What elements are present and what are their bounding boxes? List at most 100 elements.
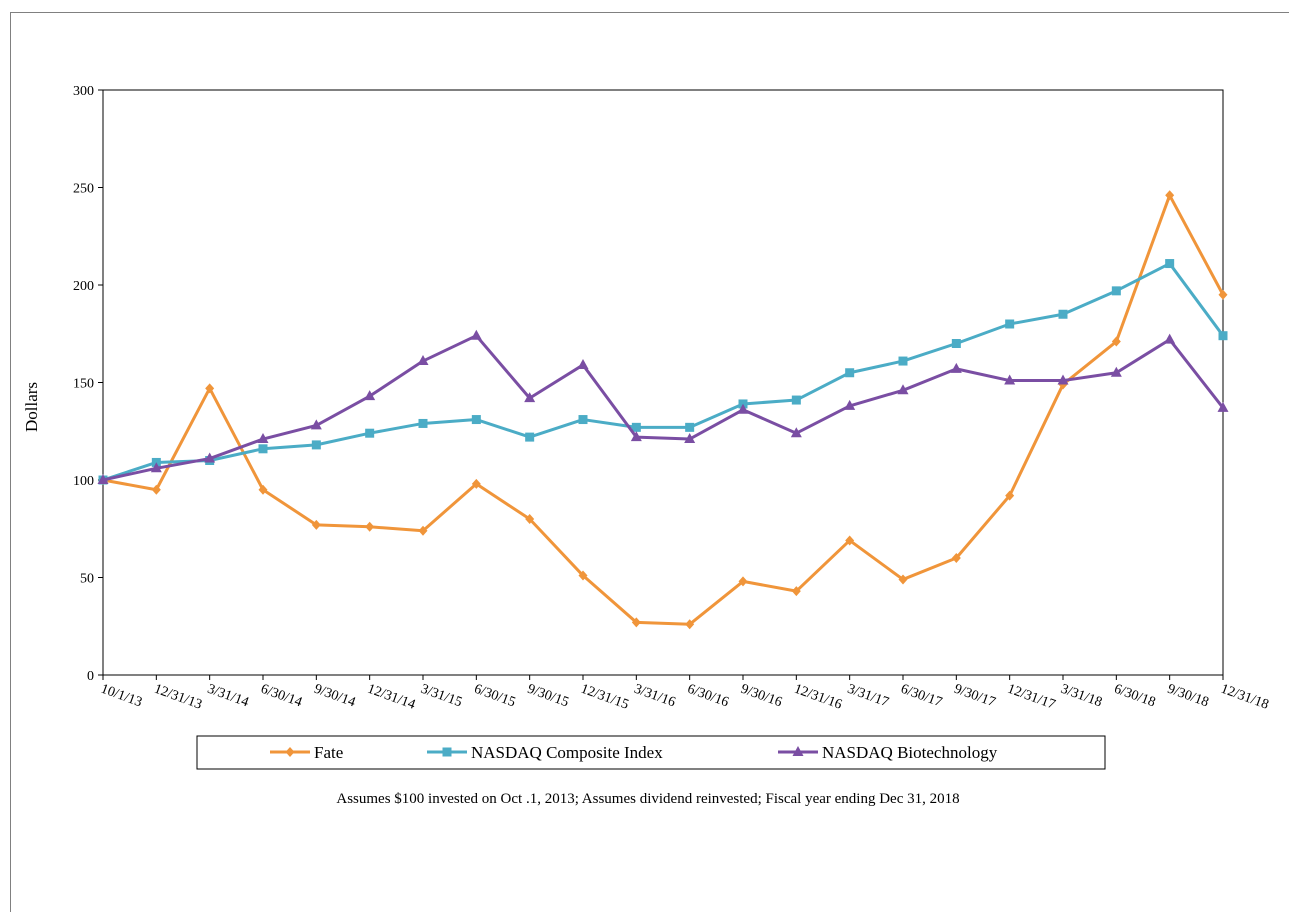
x-tick-label: 12/31/14 — [365, 682, 417, 713]
data-point — [364, 390, 376, 401]
data-point — [951, 339, 961, 348]
legend-item: NASDAQ Composite Index — [427, 743, 663, 762]
data-point — [685, 422, 695, 432]
series-nasdaq-biotechnology — [97, 329, 1229, 484]
data-point — [578, 415, 588, 425]
x-tick-label: 6/30/18 — [1112, 682, 1157, 711]
data-point — [1165, 190, 1175, 201]
x-tick-label: 9/30/15 — [525, 682, 570, 711]
series-line — [102, 262, 1225, 482]
data-point — [845, 535, 855, 546]
data-point — [790, 427, 802, 438]
x-axis: 10/1/13 12/31/13 3/31/14 6/30/14 9/30/14 12/3… — [99, 675, 1271, 713]
x-tick-label: 3/31/17 — [845, 682, 890, 711]
x-tick-label: 3/31/18 — [1059, 682, 1104, 711]
data-point — [470, 329, 482, 340]
data-point — [285, 747, 295, 757]
data-point — [150, 462, 162, 473]
data-point — [418, 525, 428, 536]
data-point — [1111, 336, 1121, 347]
y-tick-label: 300 — [73, 84, 94, 99]
legend: Fate NASDAQ Composite Index NASDAQ Biotech… — [270, 743, 998, 762]
legend-item: NASDAQ Biotechnology — [778, 743, 998, 762]
y-tick-label: 50 — [80, 572, 94, 587]
data-point — [311, 519, 321, 530]
data-point — [204, 452, 216, 463]
data-point — [1165, 259, 1175, 269]
data-point — [685, 619, 695, 630]
data-point — [950, 362, 962, 373]
legend-label: Fate — [314, 743, 343, 762]
data-point — [738, 576, 748, 587]
y-tick-label: 100 — [73, 474, 94, 489]
x-tick-label: 12/31/18 — [1219, 682, 1271, 713]
data-point — [365, 521, 375, 532]
x-tick-label: 6/30/14 — [259, 682, 304, 711]
data-point — [151, 484, 161, 495]
data-point — [792, 746, 804, 756]
data-point — [951, 553, 961, 563]
data-point — [631, 422, 641, 432]
series-line — [102, 334, 1225, 482]
data-point — [1110, 366, 1122, 377]
y-tick-label: 150 — [73, 377, 94, 392]
footnote: Assumes $100 invested on Oct .1, 2013; A… — [336, 791, 959, 807]
y-axis-title: Dollars — [22, 382, 41, 432]
x-tick-label: 9/30/16 — [739, 682, 784, 711]
data-point — [791, 395, 801, 405]
legend-box — [196, 735, 1106, 770]
x-tick-label: 6/30/16 — [685, 682, 730, 711]
y-tick-label: 250 — [73, 182, 94, 197]
x-tick-label: 9/30/18 — [1165, 682, 1210, 711]
plot-area — [102, 89, 1224, 676]
data-point — [525, 432, 535, 442]
data-point — [311, 440, 321, 450]
x-tick-label: 12/31/16 — [792, 682, 844, 713]
x-tick-label: 6/30/17 — [899, 682, 944, 711]
data-point — [205, 383, 215, 394]
data-point — [1218, 289, 1228, 300]
series-line — [102, 193, 1225, 626]
data-point — [1058, 309, 1068, 319]
series-layer — [97, 190, 1229, 630]
data-point — [1005, 319, 1015, 329]
data-point — [258, 484, 268, 495]
data-point — [630, 431, 642, 442]
data-point — [684, 433, 696, 444]
data-point — [471, 478, 481, 489]
data-point — [898, 356, 908, 366]
x-tick-label: 12/31/15 — [579, 682, 631, 713]
x-tick-label: 12/31/13 — [152, 682, 204, 713]
data-point — [525, 514, 535, 524]
data-point — [417, 355, 429, 366]
data-point — [1005, 490, 1015, 501]
x-tick-label: 3/31/16 — [632, 682, 677, 711]
data-point — [471, 415, 481, 425]
data-point — [418, 418, 428, 428]
y-tick-label: 0 — [87, 669, 94, 684]
x-tick-label: 9/30/14 — [312, 682, 357, 711]
data-point — [791, 586, 801, 597]
x-tick-label: 3/31/15 — [419, 682, 464, 711]
series-fate — [98, 190, 1228, 630]
legend-item: Fate — [270, 743, 343, 762]
legend-label: NASDAQ Biotechnology — [822, 743, 998, 762]
data-point — [844, 399, 856, 410]
data-point — [310, 419, 322, 430]
data-point — [97, 474, 109, 484]
data-point — [631, 617, 641, 628]
x-tick-label: 3/31/14 — [205, 682, 250, 711]
data-point — [578, 570, 588, 581]
data-point — [1004, 374, 1016, 385]
data-point — [1217, 401, 1229, 412]
data-point — [524, 392, 536, 403]
y-tick-label: 200 — [73, 279, 94, 294]
data-point — [577, 358, 589, 369]
data-point — [1218, 331, 1228, 341]
x-tick-label: 6/30/15 — [472, 682, 517, 711]
y-axis: 0 50 100 150 200 250 300 — [73, 84, 103, 684]
data-point — [1164, 333, 1176, 344]
data-point — [365, 428, 375, 438]
chart-frame — [10, 12, 1289, 912]
